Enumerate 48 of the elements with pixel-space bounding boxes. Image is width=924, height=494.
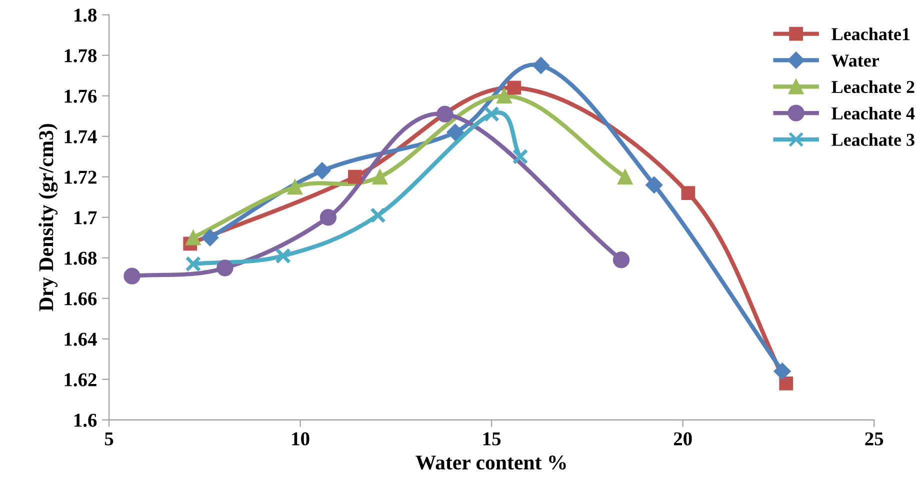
point xyxy=(496,88,512,104)
y-tick-label: 1.72 xyxy=(64,170,96,184)
x-tick-label: 15 xyxy=(483,432,501,446)
point xyxy=(320,209,337,226)
point xyxy=(484,106,500,122)
y-tick-label: 1.78 xyxy=(64,49,97,62)
legend-label: Leachate1 xyxy=(832,28,910,40)
y-tick-label: 1.74 xyxy=(64,130,97,144)
y-tick-label: 1.66 xyxy=(64,292,97,306)
y-tick-label: 1.76 xyxy=(64,90,97,103)
point xyxy=(507,80,522,95)
y-tick-label: 1.68 xyxy=(64,252,97,265)
x-tick-label: 20 xyxy=(674,432,692,446)
y-tick-label: 1.8 xyxy=(74,8,97,22)
legend-label: Leachate 4 xyxy=(832,106,915,120)
point xyxy=(436,106,454,122)
y-tick-label: 1.7 xyxy=(74,211,97,224)
legend-label: Water xyxy=(832,54,880,67)
legend-label: Leachate 3 xyxy=(832,133,914,146)
point xyxy=(774,362,791,380)
point xyxy=(314,162,331,180)
point xyxy=(446,124,464,141)
point xyxy=(287,179,303,195)
y-tick-label: 1.64 xyxy=(64,332,97,346)
y-tick-label: 1.62 xyxy=(64,373,96,386)
point xyxy=(275,248,292,264)
point xyxy=(216,260,234,276)
x-tick-label: 25 xyxy=(865,432,884,446)
point xyxy=(617,169,633,184)
point xyxy=(532,56,550,74)
y-axis-title: Dry Density (gr/cm3) xyxy=(38,124,58,312)
point xyxy=(512,148,528,165)
x-tick-label: 10 xyxy=(292,432,310,446)
point xyxy=(370,207,386,224)
point xyxy=(372,169,388,184)
point xyxy=(779,376,794,390)
point xyxy=(646,176,663,194)
x-tick-label: 5 xyxy=(104,432,114,446)
point xyxy=(185,256,202,272)
y-tick-label: 1.6 xyxy=(74,414,97,427)
point xyxy=(612,252,630,268)
point xyxy=(201,229,219,246)
point xyxy=(681,186,696,200)
point xyxy=(124,268,140,284)
legend-label: Leachate 2 xyxy=(832,80,914,94)
point xyxy=(186,230,201,246)
point xyxy=(348,170,362,184)
x-axis-title: Water content % xyxy=(416,455,566,470)
